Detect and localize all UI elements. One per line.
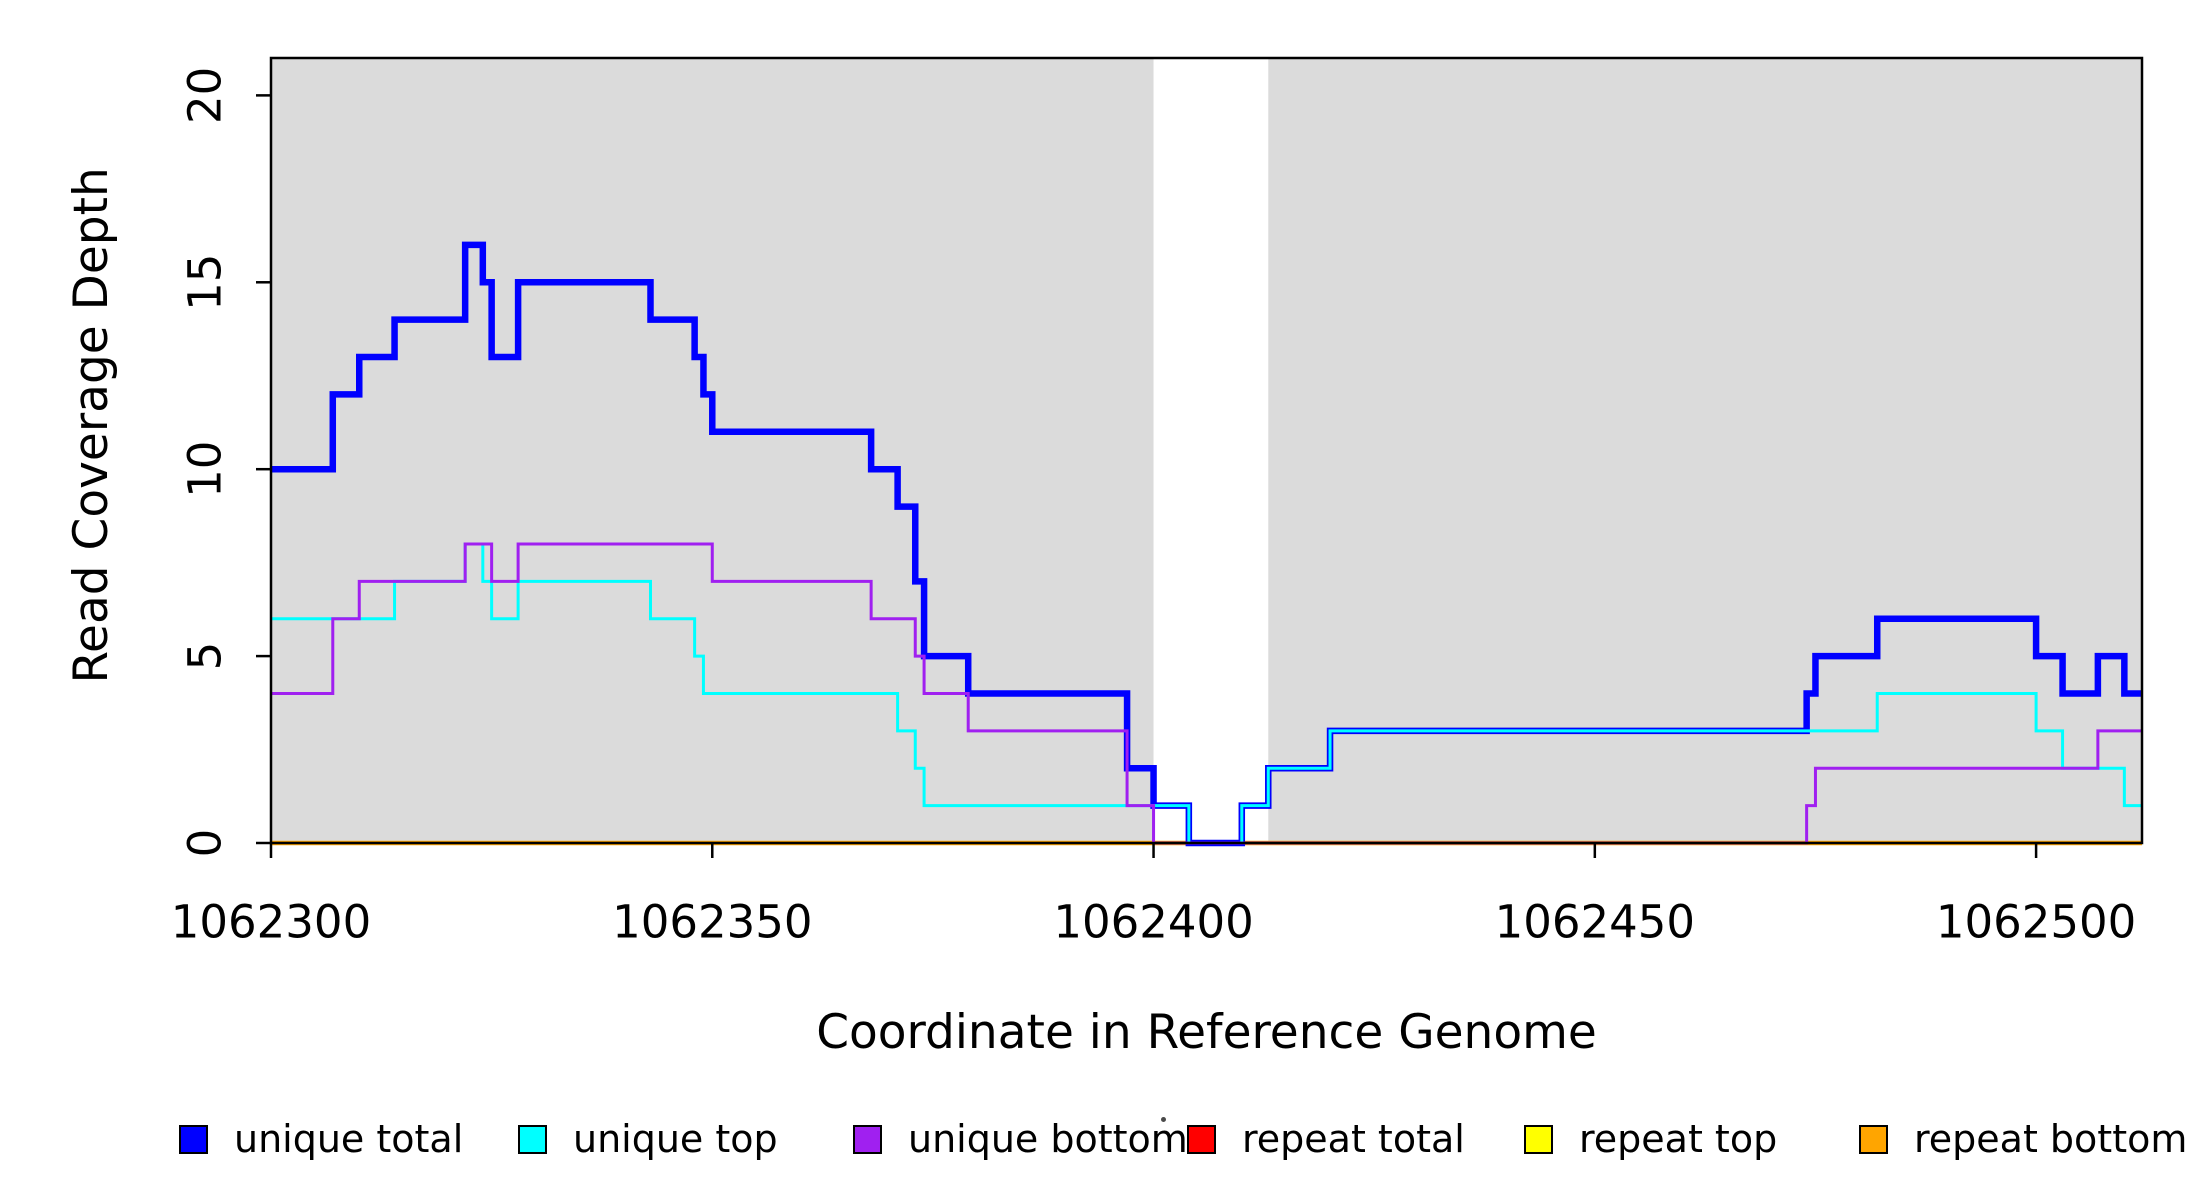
legend-item-unique-top: unique top: [518, 1117, 778, 1161]
legend-item-repeat-bottom: repeat bottom: [1859, 1117, 2187, 1161]
legend-label: unique total: [234, 1117, 464, 1161]
legend-item-repeat-total: repeat total: [1187, 1117, 1465, 1161]
series-unique-top: [271, 542, 2142, 845]
series-unique-total: [271, 241, 2142, 847]
x-tick-label: 1062350: [612, 896, 812, 949]
x-axis-title: Coordinate in Reference Genome: [816, 1005, 1597, 1060]
legend-label: unique bottom: [908, 1117, 1188, 1161]
plot-frame: [269, 56, 2144, 845]
stray-dot-mark: [1161, 1117, 1166, 1122]
series-unique-bottom: [271, 542, 2142, 845]
legend-swatch-repeat-top: [1524, 1124, 1553, 1154]
legend-item-unique-total: unique total: [179, 1117, 463, 1161]
legend-swatch-repeat-bottom: [1859, 1124, 1888, 1154]
y-tick-label: 10: [179, 441, 232, 498]
legend-label: repeat bottom: [1914, 1117, 2188, 1161]
legend-label: unique top: [573, 1117, 778, 1161]
x-tick-label: 1062500: [1936, 896, 2136, 949]
y-axis-title: Read Coverage Depth: [64, 167, 119, 684]
legend-item-unique-bottom: unique bottom: [853, 1117, 1188, 1161]
legend-swatch-unique-top: [518, 1124, 547, 1154]
plot-background-band: [1268, 58, 2142, 843]
legend-swatch-unique-total: [179, 1124, 208, 1154]
legend-item-repeat-top: repeat top: [1524, 1117, 1777, 1161]
legend-swatch-repeat-total: [1187, 1124, 1216, 1154]
legend-label: repeat top: [1579, 1117, 1778, 1161]
legend-swatch-unique-bottom: [853, 1124, 882, 1154]
y-tick-label: 20: [179, 67, 232, 124]
x-tick-label: 1062450: [1495, 896, 1695, 949]
plot-background-band: [271, 58, 1154, 843]
y-tick-label: 15: [179, 254, 232, 311]
x-tick-label: 1062300: [171, 896, 371, 949]
x-tick-label: 1062400: [1053, 896, 1253, 949]
y-tick-label: 5: [179, 642, 232, 671]
legend-label: repeat total: [1242, 1117, 1465, 1161]
y-tick-label: 0: [179, 829, 232, 858]
